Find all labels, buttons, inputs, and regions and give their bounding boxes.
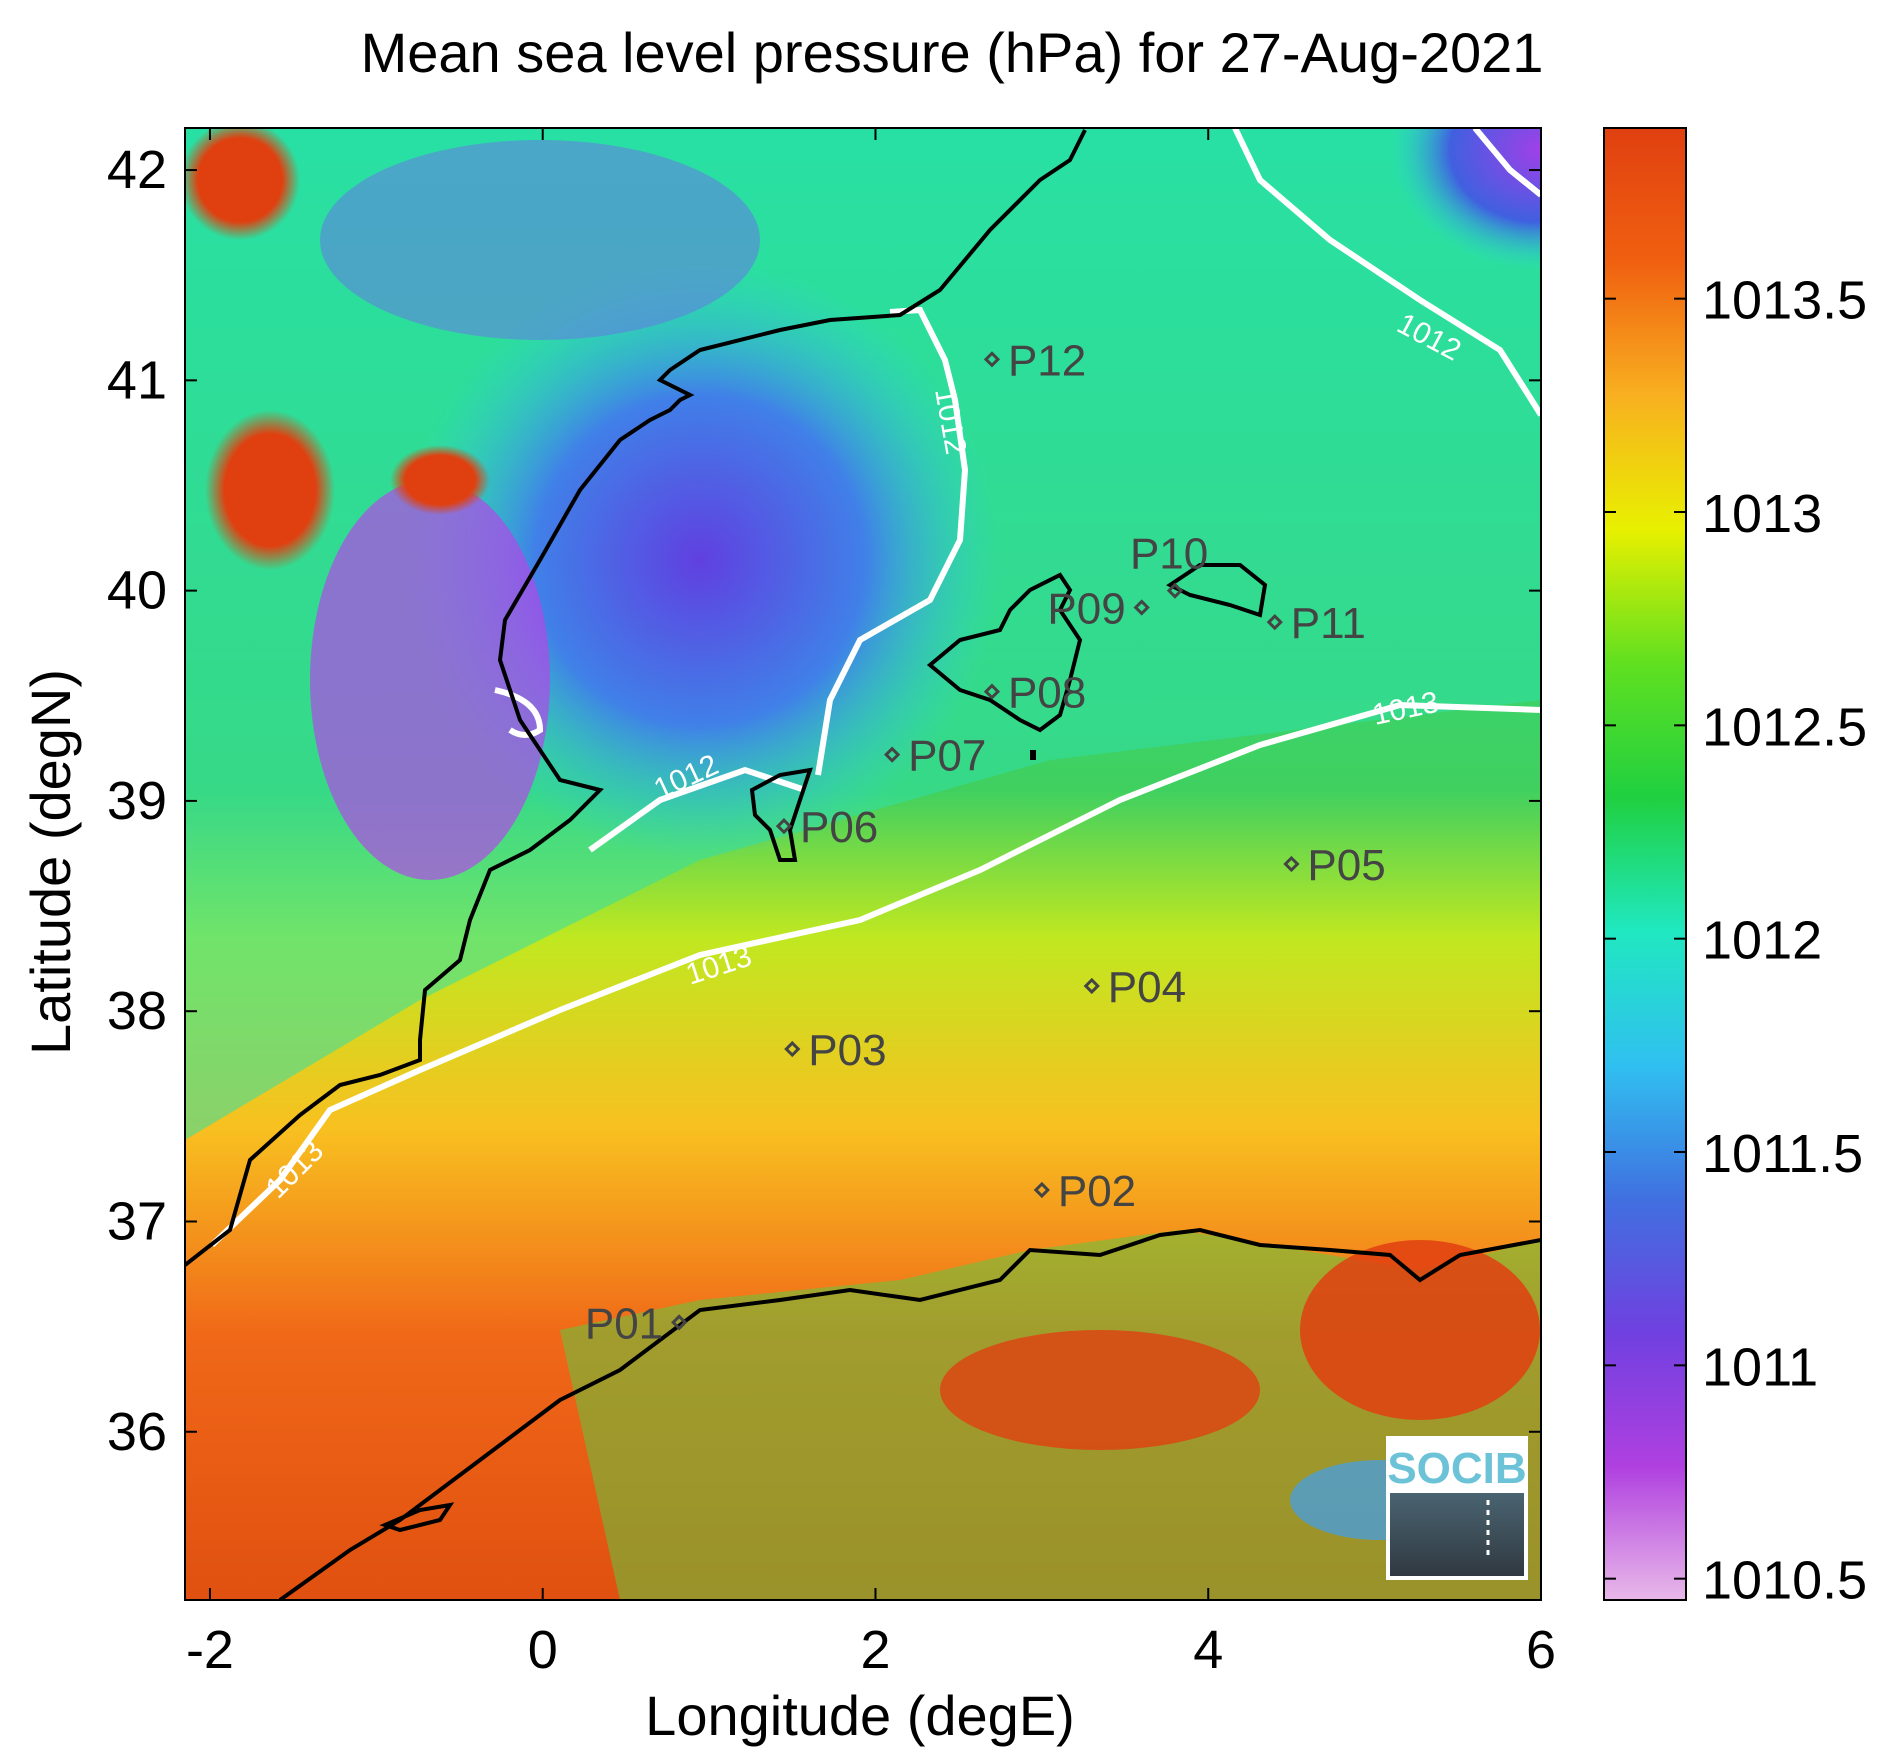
- terrain-patch: [940, 1330, 1260, 1450]
- terrain-patch: [185, 128, 300, 240]
- station-p01: P01: [585, 1299, 688, 1348]
- station-p04: P04: [1083, 963, 1186, 1012]
- station-label: P02: [1058, 1167, 1136, 1216]
- x-tick-label: -2: [186, 1620, 234, 1680]
- station-marker: [1033, 1181, 1050, 1199]
- station-p02: P02: [1033, 1167, 1136, 1216]
- isobars: [209, 128, 1541, 1248]
- isobar-1013: [209, 701, 1541, 1248]
- station-p09: P09: [1047, 584, 1150, 633]
- colorbar-tick-label: 1013: [1702, 484, 1822, 544]
- terrain-patch: [1300, 1240, 1540, 1420]
- y-axis-label: Latitude (degN): [19, 669, 82, 1055]
- colorbar: 1013.5 1013 1012.5 1012 1011.5 1011 1010.5: [1603, 127, 1867, 1611]
- colorbar-tick-label: 1010.5: [1702, 1551, 1867, 1611]
- station-marker: [983, 683, 1001, 700]
- isobar-loop: [494, 687, 544, 738]
- x-tick-label: 0: [528, 1620, 558, 1680]
- station-label: P04: [1108, 963, 1186, 1012]
- coastline-africa: [278, 1227, 1541, 1600]
- station-label: P05: [1307, 841, 1385, 890]
- station-marker: [671, 1314, 688, 1331]
- map-title: Mean sea level pressure (hPa) for 27-Aug…: [360, 21, 1544, 84]
- y-axis: 42 41 40 39 38 37 36: [107, 140, 1541, 1462]
- station-p12: P12: [983, 336, 1086, 385]
- x-tick-label: 4: [1193, 1620, 1223, 1680]
- coastlines: [185, 129, 1541, 1600]
- station-marker: [775, 818, 793, 835]
- y-tick-label: 37: [107, 1191, 167, 1251]
- station-label: P11: [1291, 599, 1366, 648]
- station-p06: P06: [775, 803, 878, 852]
- coastline-alboran: [379, 1502, 455, 1533]
- terrain-patch: [390, 445, 490, 515]
- y-tick-label: 41: [107, 350, 167, 410]
- x-tick-label: 6: [1526, 1620, 1556, 1680]
- station-marker: [1083, 977, 1100, 995]
- coastline-iberia: [185, 129, 1087, 1267]
- coastline-menorca: [1166, 563, 1268, 618]
- colorbar-gradient: [1603, 127, 1687, 1601]
- station-marker: [1283, 855, 1300, 873]
- station-marker: [1166, 582, 1184, 599]
- station-label: P06: [800, 803, 878, 852]
- low-pressure-area: [400, 260, 1000, 860]
- station-p10: P10: [1130, 530, 1208, 599]
- logo-text: SOCIB: [1387, 1444, 1526, 1493]
- colorbar-tick-label: 1011: [1702, 1337, 1818, 1397]
- isobar-1012-mid: [815, 306, 969, 776]
- station-label: P09: [1047, 584, 1125, 633]
- colorbar-tick-label: 1012.5: [1702, 697, 1867, 757]
- station-marker: [983, 351, 1001, 368]
- station-label: P10: [1130, 530, 1208, 579]
- station-marker: [1133, 599, 1150, 616]
- x-tick-label: 2: [860, 1620, 890, 1680]
- terrain-patch: [205, 410, 335, 570]
- colorbar-tick-label: 1012: [1702, 911, 1822, 971]
- station-p11: P11: [1266, 599, 1366, 648]
- station-label: P07: [908, 732, 986, 781]
- y-tick-label: 36: [107, 1402, 167, 1462]
- isobar-corner: [1472, 128, 1541, 198]
- y-tick-label: 40: [107, 561, 167, 621]
- isobar-1012-east: [1232, 128, 1541, 417]
- station-p08: P08: [983, 669, 1086, 718]
- socib-logo: SOCIB: [1386, 1436, 1528, 1580]
- y-tick-label: 42: [107, 140, 167, 200]
- y-tick-label: 39: [107, 771, 167, 831]
- station-marker: [883, 746, 901, 763]
- colorbar-tick-label: 1011.5: [1702, 1124, 1863, 1184]
- station-label: P12: [1008, 336, 1086, 385]
- station-label: P01: [585, 1299, 663, 1348]
- station-label: P08: [1008, 669, 1086, 718]
- plot-frame: [184, 127, 1542, 1601]
- coastline-ibiza: [749, 767, 813, 862]
- cabrera-island: [1030, 750, 1036, 760]
- station-p07: P07: [883, 732, 986, 781]
- pressure-field: 1012 1012 1012 1013 1013 1013 P01P02P03P…: [185, 128, 1541, 1600]
- north-low-area: [320, 140, 760, 340]
- station-p03: P03: [784, 1026, 887, 1075]
- station-marker: [784, 1040, 801, 1058]
- colorbar-tick-label: 1013.5: [1702, 271, 1867, 331]
- station-label: P03: [808, 1026, 886, 1075]
- x-axis: -2 0 2 4 6: [186, 128, 1556, 1680]
- purple-area: [310, 480, 550, 880]
- y-tick-label: 38: [107, 981, 167, 1041]
- isobar-1012-west: [588, 766, 806, 853]
- coastline-mallorca: [926, 572, 1083, 733]
- station-p05: P05: [1283, 841, 1386, 890]
- station-marker: [1266, 614, 1283, 631]
- x-axis-label: Longitude (degE): [645, 1684, 1075, 1747]
